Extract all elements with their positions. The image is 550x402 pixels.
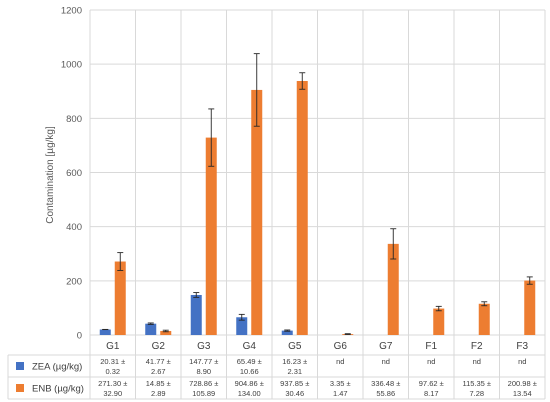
- category-label: F1: [425, 341, 437, 352]
- bar-G2-zea: [145, 323, 157, 335]
- table-cell-value: nd: [336, 357, 344, 366]
- table-cell-error: 2.31: [287, 367, 302, 376]
- category-label: G7: [379, 341, 393, 352]
- category-label: F3: [516, 341, 528, 352]
- table-cell-value: nd: [382, 357, 390, 366]
- table-cell-error: 105.89: [192, 389, 215, 398]
- bar-G4-enb: [251, 89, 263, 335]
- category-label: G3: [197, 341, 211, 352]
- data-table: ZEA (µg/kg) 20.31 ±0.32 41.77 ±2.67 147.77 …: [16, 357, 537, 398]
- bar-G1-enb: [114, 261, 126, 335]
- y-tick-label: 1000: [61, 60, 82, 71]
- bar-F1-enb: [433, 308, 445, 335]
- legend-label: ENB (µg/kg): [32, 384, 84, 395]
- table-cell-value: 20.31 ±: [100, 357, 125, 366]
- table-cell-value: 937.85 ±: [280, 379, 309, 388]
- category-labels: G1 G2 G3 G4 G5 G6 G7 F1 F2 F3: [106, 341, 528, 352]
- bar-G3-zea: [190, 294, 202, 335]
- y-tick-label: 600: [66, 168, 82, 179]
- category-label: G5: [288, 341, 302, 352]
- table-cell-value: 41.77 ±: [146, 357, 171, 366]
- table-cell-value: 147.77 ±: [189, 357, 218, 366]
- table-cell-value: 271.30 ±: [98, 379, 127, 388]
- category-label: G6: [334, 341, 348, 352]
- bar-G2-enb: [160, 330, 172, 335]
- legend-label: ZEA (µg/kg): [32, 362, 82, 373]
- table-cell-error: 13.54: [513, 389, 532, 398]
- bar-F3-enb: [524, 280, 536, 335]
- table-cell-value: nd: [473, 357, 481, 366]
- y-tick-label: 0: [77, 331, 82, 342]
- bars: [99, 80, 536, 335]
- table-cell-error: 32.90: [103, 389, 122, 398]
- category-label: F2: [471, 341, 483, 352]
- table-cell-error: 8.90: [196, 367, 211, 376]
- table-cell-error: 0.32: [105, 367, 120, 376]
- legend-swatch: [16, 384, 24, 392]
- error-bars: [102, 53, 533, 335]
- table-cell-value: 14.85 ±: [146, 379, 171, 388]
- table-cell-value: 728.86 ±: [189, 379, 218, 388]
- table-cell-value: 97.62 ±: [419, 379, 444, 388]
- table-cell-error: 134.00: [238, 389, 261, 398]
- table-cell-value: 3.35 ±: [330, 379, 351, 388]
- table-cell-value: 16.23 ±: [282, 357, 307, 366]
- table-cell-value: 65.49 ±: [237, 357, 262, 366]
- legend-swatch: [16, 362, 24, 370]
- category-label: G4: [243, 341, 257, 352]
- y-tick-label: 800: [66, 114, 82, 125]
- table-cell-error: 2.89: [151, 389, 166, 398]
- table-cell-value: 115.35 ±: [462, 379, 491, 388]
- bar-G1-zea: [99, 329, 111, 335]
- table-cell-error: 10.66: [240, 367, 259, 376]
- bar-G4-zea: [236, 317, 248, 335]
- y-axis-label: Contamination [µg/kg]: [45, 126, 56, 224]
- bar-G7-enb: [387, 243, 399, 335]
- bar-G5-zea: [281, 330, 293, 335]
- category-label: G1: [106, 341, 120, 352]
- y-tick-label: 1200: [61, 6, 82, 17]
- table-cell-error: 30.46: [285, 389, 304, 398]
- table-cell-value: nd: [427, 357, 435, 366]
- bar-G3-enb: [205, 137, 217, 335]
- table-cell-error: 2.67: [151, 367, 166, 376]
- table-cell-value: 200.98 ±: [508, 379, 537, 388]
- bar-F2-enb: [478, 303, 490, 335]
- chart-grid: [7, 9, 546, 400]
- table-cell-value: 336.48 ±: [371, 379, 400, 388]
- y-axis: 0 200 400 600 800 1000 1200: [61, 6, 82, 342]
- table-cell-error: 1.47: [333, 389, 348, 398]
- table-cell-error: 7.28: [469, 389, 484, 398]
- table-cell-error: 8.17: [424, 389, 439, 398]
- table-cell-value: 904.86 ±: [235, 379, 264, 388]
- table-cell-value: nd: [518, 357, 526, 366]
- table-cell-error: 55.86: [376, 389, 395, 398]
- y-tick-label: 200: [66, 276, 82, 287]
- category-label: G2: [152, 341, 166, 352]
- y-tick-label: 400: [66, 222, 82, 233]
- bar-G5-enb: [296, 80, 308, 335]
